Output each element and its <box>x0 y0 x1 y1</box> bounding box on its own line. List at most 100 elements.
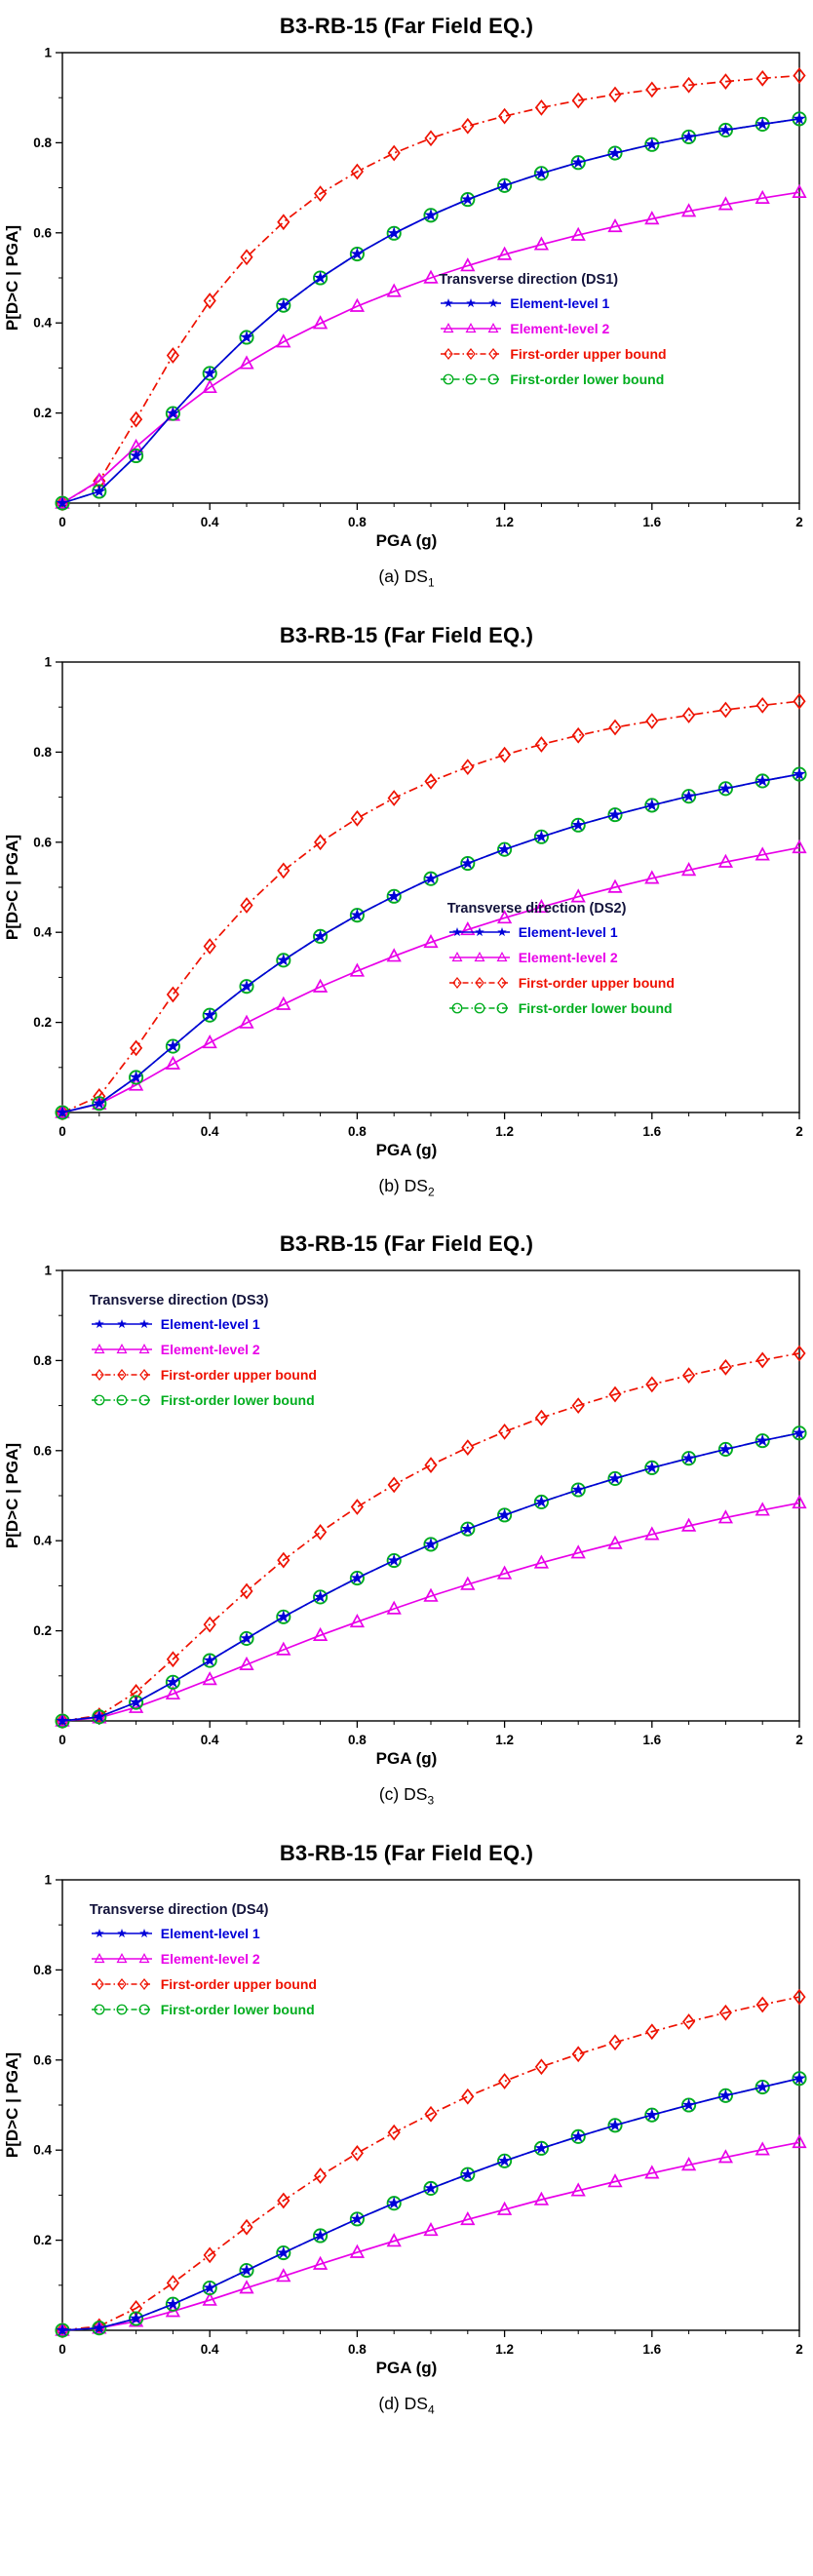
x-tick-label: 0 <box>58 515 66 529</box>
diamond-marker-icon <box>130 1039 143 1056</box>
y-tick-label: 1 <box>44 1264 52 1278</box>
x-tick-label: 1.2 <box>495 2342 514 2357</box>
diamond-marker-icon <box>277 214 290 231</box>
x-tick-label: 0.8 <box>348 2342 367 2357</box>
triangle-marker-icon <box>607 2172 623 2187</box>
star-marker-icon <box>116 1319 127 1329</box>
legend-swatch-el2 <box>91 1344 152 1354</box>
star-marker-icon <box>277 953 290 966</box>
legend-title: Transverse direction (DS3) <box>89 1293 269 1309</box>
legend-label: Element-level 2 <box>160 1950 260 1967</box>
legend-swatch-el2 <box>441 323 502 333</box>
triangle-marker-icon <box>165 1055 181 1070</box>
y-tick-label: 0.6 <box>33 835 52 849</box>
series-line-upper <box>61 74 800 504</box>
legend-label: First-order lower bound <box>518 1000 673 1017</box>
y-tick-label: 0.2 <box>33 406 52 420</box>
caption-subscript: 3 <box>427 1793 435 1808</box>
legend-entry-lower: First-order lower bound <box>447 995 675 1021</box>
diamond-marker-icon <box>755 696 769 714</box>
y-axis-label: P[D>C | PGA] <box>3 2051 21 2157</box>
triangle-marker-icon <box>423 933 439 948</box>
y-tick-label: 0.4 <box>33 2142 52 2157</box>
diamond-marker-icon <box>203 1616 216 1633</box>
y-tick-label: 0.6 <box>33 1443 52 1458</box>
triangle-marker-icon <box>349 2244 366 2258</box>
diamond-marker-icon <box>608 1386 622 1403</box>
chart-title: B3-RB-15 (Far Field EQ.) <box>279 622 534 647</box>
legend-label: Element-level 2 <box>160 1342 260 1358</box>
star-marker-icon <box>93 1096 106 1109</box>
star-marker-icon <box>755 773 769 787</box>
plot-frame <box>61 1269 800 1722</box>
star-marker-icon <box>718 781 733 794</box>
legend-entry-el2: Element-level 2 <box>447 945 675 970</box>
diamond-marker-icon <box>444 348 454 361</box>
series-line-el2 <box>61 845 800 1113</box>
star-marker-icon <box>466 298 477 308</box>
star-marker-icon <box>56 1714 69 1727</box>
triangle-marker-icon <box>717 853 734 868</box>
diamond-marker-icon <box>130 410 143 428</box>
triangle-marker-icon <box>349 962 366 977</box>
chart-panel: B3-RB-15 (Far Field EQ.) 0 0.4 0.8 1.2 1.6 2 0… <box>0 609 813 1198</box>
circle-marker-icon <box>138 2004 150 2015</box>
diamond-marker-icon <box>116 1977 127 1990</box>
x-tick-label: 2 <box>795 2342 803 2357</box>
triangle-marker-icon <box>487 323 499 333</box>
star-marker-icon <box>138 1928 149 1937</box>
y-tick-label: 0.4 <box>33 1534 52 1548</box>
diamond-marker-icon <box>498 2072 512 2089</box>
x-tick-label: 0.8 <box>348 1124 367 1139</box>
series-line-upper <box>61 1995 800 2331</box>
diamond-marker-icon <box>203 293 216 309</box>
star-marker-icon <box>534 1495 549 1508</box>
star-marker-icon <box>313 271 328 284</box>
y-tick-label: 0.2 <box>33 1623 52 1638</box>
triangle-marker-icon <box>94 1344 105 1354</box>
legend-swatch-el2 <box>91 1952 152 1963</box>
star-marker-icon <box>755 2080 769 2092</box>
star-marker-icon <box>203 366 216 379</box>
diamond-marker-icon <box>166 2274 179 2291</box>
star-marker-icon <box>718 2088 733 2101</box>
triangle-marker-icon <box>423 1587 439 1602</box>
legend-label: First-order upper bound <box>518 975 675 992</box>
circle-marker-icon <box>94 2004 105 2015</box>
y-tick-label: 0.8 <box>33 744 52 759</box>
star-marker-icon <box>387 888 401 902</box>
triangle-marker-icon <box>644 2164 660 2179</box>
legend-entry-lower: First-order lower bound <box>439 367 666 392</box>
triangle-marker-icon <box>165 1685 181 1700</box>
x-tick-label: 1.2 <box>495 515 514 529</box>
x-tick-label: 0 <box>58 2342 66 2357</box>
x-tick-label: 1.6 <box>642 1124 661 1139</box>
star-marker-icon <box>461 2166 475 2180</box>
y-tick-label: 0.8 <box>33 1962 52 1976</box>
diamond-marker-icon <box>793 67 806 84</box>
x-tick-label: 0.4 <box>201 2342 219 2357</box>
legend-label: Element-level 1 <box>160 1316 260 1333</box>
diamond-marker-icon <box>645 712 659 729</box>
star-marker-icon <box>240 979 253 992</box>
triangle-marker-icon <box>128 1075 144 1091</box>
star-marker-icon <box>277 298 290 311</box>
legend-entry-lower: First-order lower bound <box>90 1387 317 1413</box>
diamond-marker-icon <box>645 1376 659 1393</box>
x-tick-label: 0.8 <box>348 515 367 529</box>
star-marker-icon <box>313 2228 328 2242</box>
legend: Transverse direction (DS4) Element-level… <box>90 1902 317 2022</box>
diamond-marker-icon <box>424 772 438 790</box>
caption: (d) DS4 <box>0 2394 813 2417</box>
star-marker-icon <box>166 2296 180 2310</box>
star-marker-icon <box>793 1425 806 1439</box>
diamond-marker-icon <box>424 2105 438 2123</box>
legend-entry-el2: Element-level 2 <box>90 1946 317 1971</box>
diamond-marker-icon <box>718 2004 732 2021</box>
star-marker-icon <box>129 2311 143 2324</box>
diamond-marker-icon <box>461 117 475 135</box>
legend-swatch-upper <box>448 977 510 990</box>
x-tick-label: 1.6 <box>642 1733 661 1747</box>
star-marker-icon <box>474 927 484 937</box>
star-marker-icon <box>138 1319 149 1329</box>
